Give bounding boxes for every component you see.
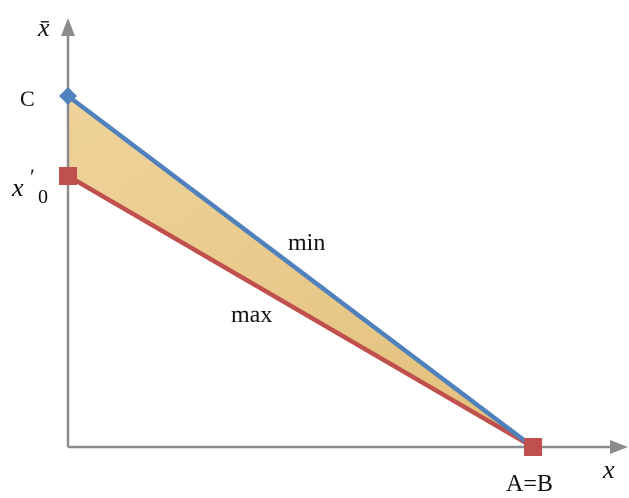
point-c-marker [59,87,77,105]
max-line-label: max [231,302,272,328]
point-c-label: C [20,86,35,111]
x-axis-arrowhead [610,440,628,454]
max-line [65,173,536,450]
point-ab-marker [524,438,542,456]
x0-prime: ′ [30,164,35,189]
min-line [65,93,536,450]
x0-subscript: 0 [38,186,48,208]
min-line-label: min [288,230,325,256]
x0-main: x [11,173,24,202]
point-ab-label: A=B [506,471,553,497]
y-axis-label: x̄ [37,13,50,42]
point-x0-label: x [11,173,24,202]
point-x0-marker [59,167,77,185]
y-axis-arrowhead [61,18,75,36]
axes [61,18,628,454]
x-axis-label: x [602,455,615,484]
